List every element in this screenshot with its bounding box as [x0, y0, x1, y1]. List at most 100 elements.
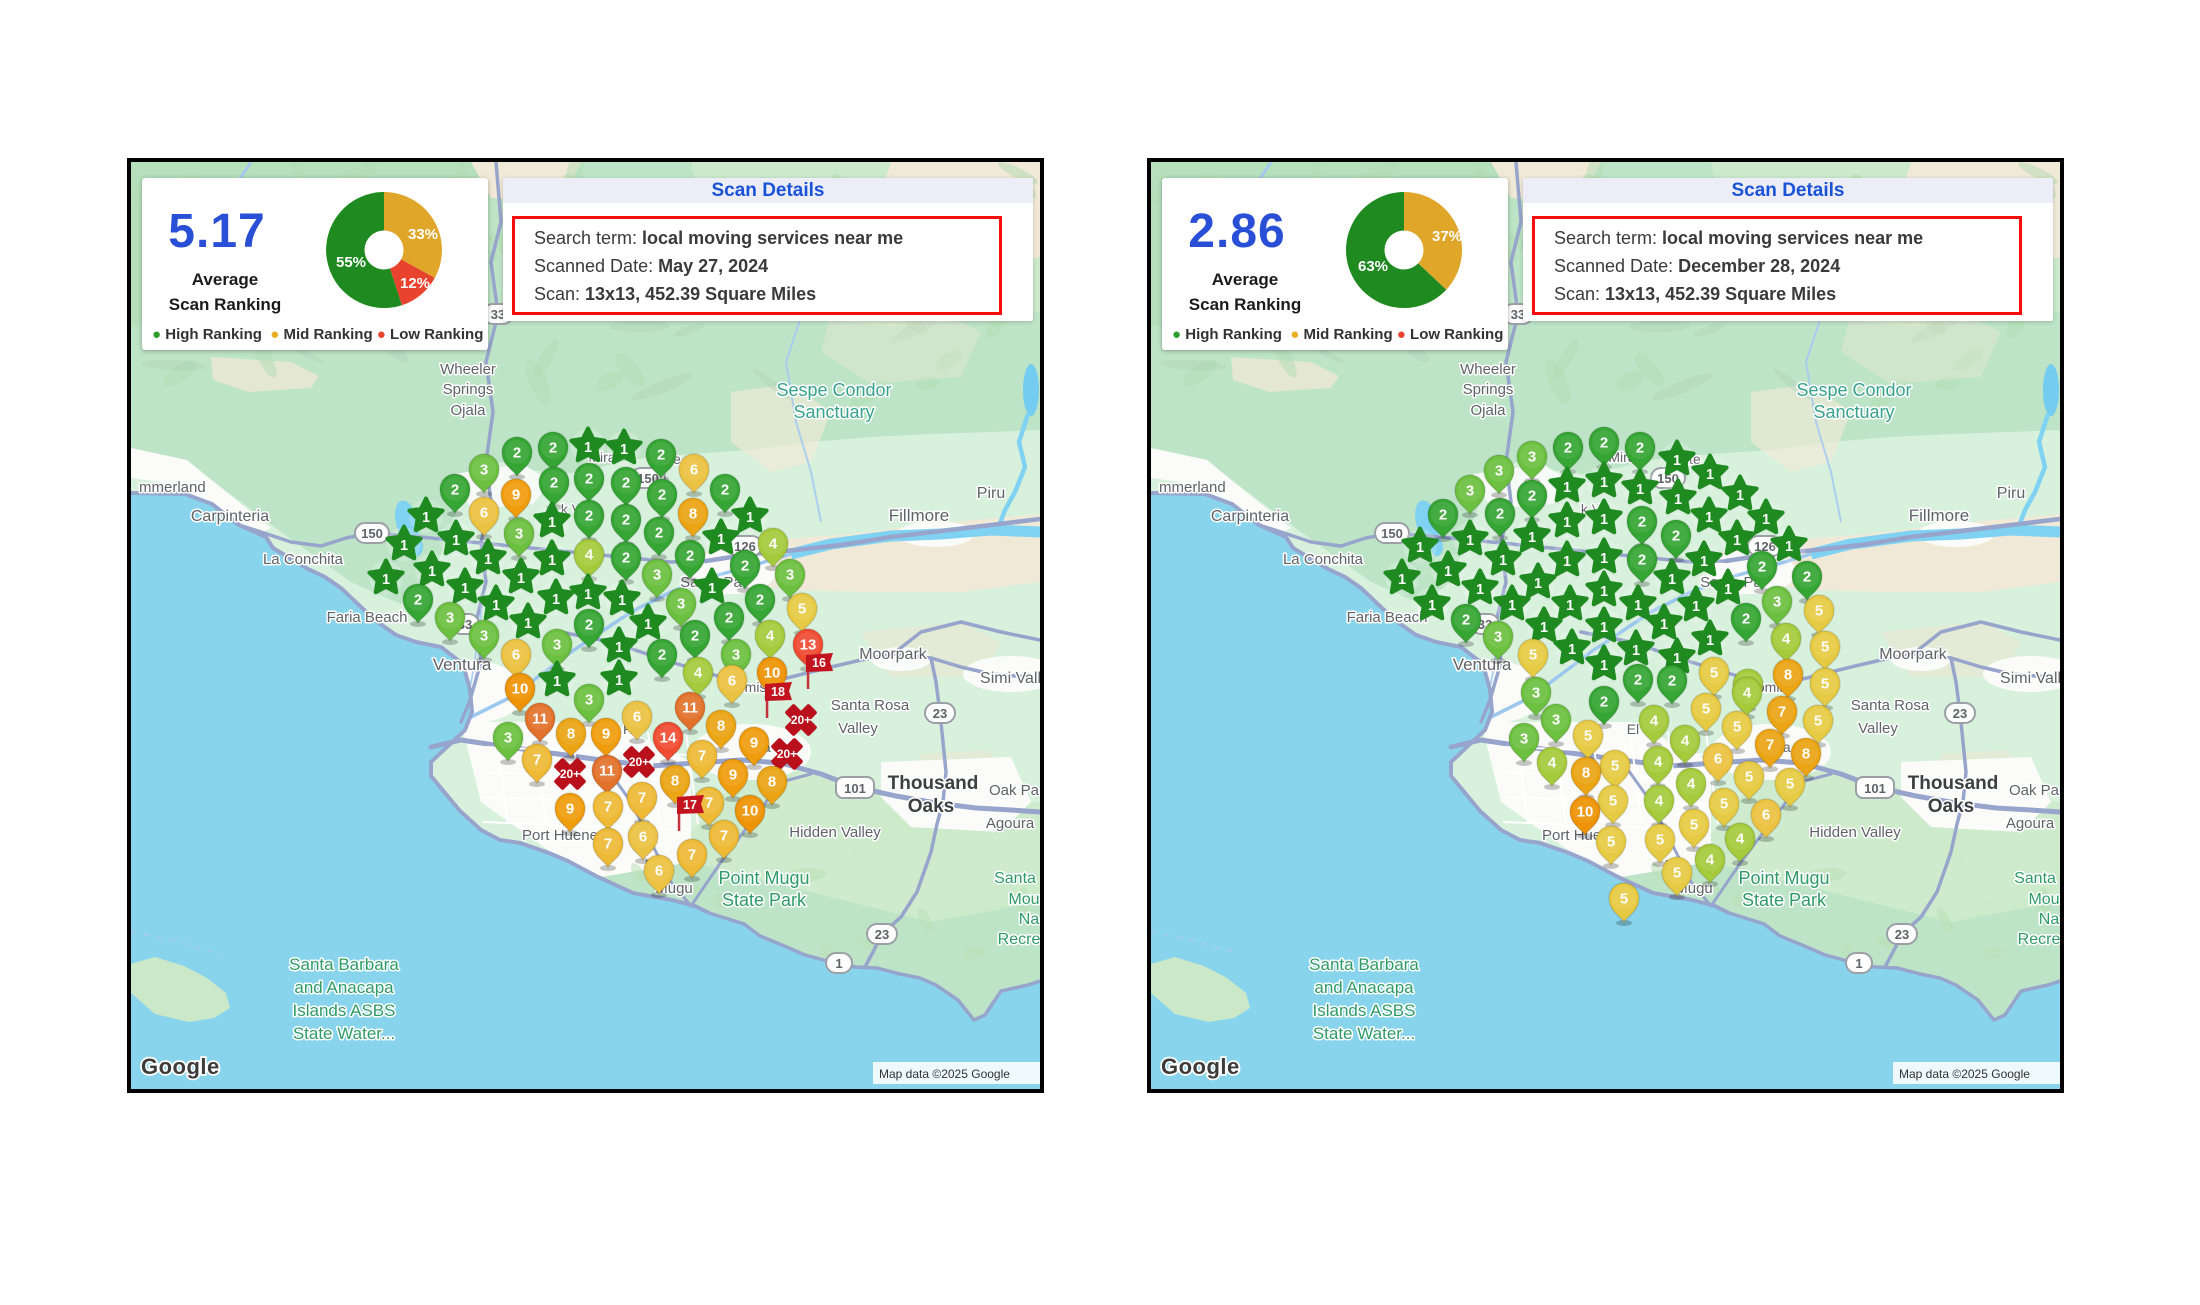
svg-text:7: 7: [688, 847, 696, 864]
svg-text:4: 4: [1736, 831, 1745, 848]
svg-text:3: 3: [732, 647, 740, 664]
svg-text:18: 18: [771, 685, 785, 699]
svg-text:Map data ©2025 Google: Map data ©2025 Google: [1899, 1067, 2030, 1081]
svg-text:4: 4: [1706, 852, 1715, 869]
svg-text:7: 7: [1766, 737, 1774, 754]
svg-text:3: 3: [480, 628, 488, 645]
svg-text:5: 5: [1702, 701, 1710, 718]
svg-text:6: 6: [480, 505, 488, 522]
svg-text:1: 1: [1508, 598, 1516, 614]
svg-text:2: 2: [622, 475, 630, 492]
svg-text:1: 1: [428, 564, 436, 580]
svg-text:1: 1: [1673, 453, 1681, 469]
svg-text:11: 11: [682, 700, 698, 717]
svg-text:2: 2: [1528, 488, 1536, 505]
svg-text:1: 1: [484, 552, 492, 568]
svg-text:20+: 20+: [560, 767, 580, 781]
svg-text:1: 1: [422, 510, 430, 526]
svg-text:4: 4: [1548, 755, 1557, 772]
svg-text:8: 8: [717, 718, 725, 735]
svg-text:6: 6: [1714, 751, 1722, 768]
svg-text:9: 9: [602, 726, 610, 743]
svg-text:1: 1: [517, 571, 525, 587]
svg-text:10: 10: [742, 803, 759, 820]
svg-text:1: 1: [552, 592, 560, 608]
svg-text:8: 8: [1802, 746, 1810, 763]
svg-text:7: 7: [698, 748, 706, 765]
svg-text:5: 5: [1529, 647, 1537, 664]
svg-text:9: 9: [750, 735, 758, 752]
svg-text:10: 10: [1577, 804, 1594, 821]
svg-text:1: 1: [1528, 530, 1536, 546]
svg-text:5: 5: [1815, 603, 1823, 620]
svg-text:1: 1: [1540, 620, 1548, 636]
svg-text:1: 1: [1600, 620, 1608, 636]
svg-text:2: 2: [1634, 672, 1642, 689]
svg-text:4: 4: [1655, 793, 1664, 810]
svg-text:1: 1: [1674, 492, 1682, 508]
svg-text:2: 2: [655, 525, 663, 542]
svg-text:9: 9: [566, 801, 574, 818]
svg-text:4: 4: [769, 536, 778, 553]
svg-text:1: 1: [1568, 642, 1576, 658]
svg-text:1: 1: [1600, 658, 1608, 674]
svg-text:2: 2: [550, 475, 558, 492]
svg-text:5: 5: [1656, 832, 1664, 849]
svg-text:1: 1: [584, 587, 592, 603]
svg-text:5: 5: [1611, 758, 1619, 775]
svg-text:3: 3: [446, 610, 454, 627]
svg-text:2: 2: [549, 440, 557, 457]
svg-text:2: 2: [513, 445, 521, 462]
svg-text:7: 7: [705, 795, 713, 812]
svg-text:1: 1: [1706, 633, 1714, 649]
svg-text:1: 1: [1660, 617, 1668, 633]
svg-text:8: 8: [671, 773, 679, 790]
svg-text:4: 4: [766, 628, 775, 645]
svg-text:1: 1: [1700, 554, 1708, 570]
svg-text:1: 1: [1466, 533, 1474, 549]
svg-text:1: 1: [618, 593, 626, 609]
svg-text:2: 2: [1638, 552, 1646, 569]
svg-text:1: 1: [615, 673, 623, 689]
svg-text:1: 1: [1428, 598, 1436, 614]
svg-text:Google: Google: [1161, 1054, 1240, 1079]
svg-text:5: 5: [1710, 665, 1718, 682]
svg-text:6: 6: [690, 462, 698, 479]
svg-text:7: 7: [533, 752, 541, 769]
svg-text:1: 1: [1476, 582, 1484, 598]
svg-text:2: 2: [721, 482, 729, 499]
svg-text:2: 2: [451, 482, 459, 499]
svg-text:1: 1: [1762, 512, 1770, 528]
svg-text:2: 2: [658, 647, 666, 664]
svg-text:2: 2: [414, 592, 422, 609]
svg-text:1: 1: [1634, 598, 1642, 614]
svg-text:1: 1: [1785, 539, 1793, 555]
svg-text:1: 1: [1706, 467, 1714, 483]
svg-text:8: 8: [567, 726, 575, 743]
svg-text:2: 2: [1803, 569, 1811, 586]
svg-text:1: 1: [584, 440, 592, 456]
svg-text:2: 2: [1638, 514, 1646, 531]
svg-text:4: 4: [585, 547, 594, 564]
svg-text:2: 2: [1672, 528, 1680, 545]
svg-text:4: 4: [694, 665, 703, 682]
svg-text:4: 4: [1654, 754, 1663, 771]
svg-text:10: 10: [512, 681, 529, 698]
svg-text:2: 2: [1668, 673, 1676, 690]
svg-text:6: 6: [639, 829, 647, 846]
svg-text:1: 1: [1444, 564, 1452, 580]
svg-text:3: 3: [1495, 463, 1503, 480]
svg-text:2: 2: [1742, 611, 1750, 628]
svg-text:2: 2: [585, 508, 593, 525]
svg-text:5: 5: [1607, 834, 1615, 851]
svg-text:5: 5: [1720, 796, 1728, 813]
svg-text:4: 4: [1681, 733, 1690, 750]
svg-text:1: 1: [1636, 482, 1644, 498]
svg-text:2: 2: [1600, 435, 1608, 452]
svg-text:3: 3: [515, 526, 523, 543]
svg-text:3: 3: [786, 567, 794, 584]
svg-text:2: 2: [725, 610, 733, 627]
svg-text:4: 4: [1743, 685, 1752, 702]
svg-text:1: 1: [1416, 540, 1424, 556]
svg-text:2: 2: [585, 471, 593, 488]
